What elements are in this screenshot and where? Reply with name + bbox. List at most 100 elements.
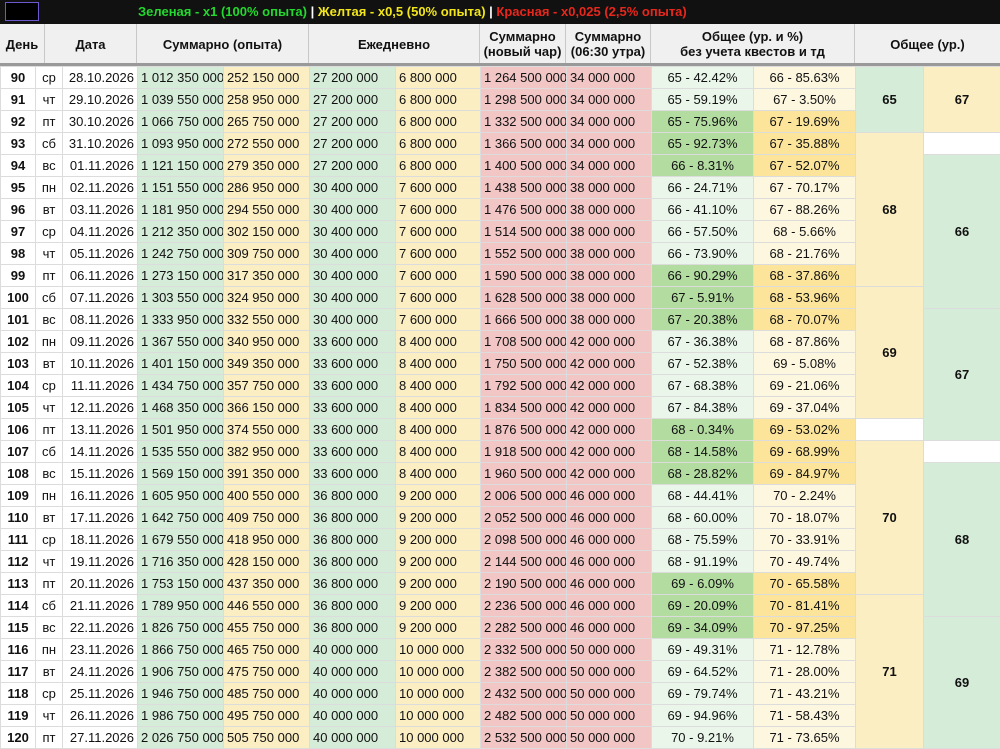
level-total-cell[interactable]: 70 [856, 441, 924, 595]
level-pct-green-cell[interactable]: 66 - 73.90% [652, 243, 754, 265]
level-week-cell[interactable]: 68 [924, 463, 1000, 617]
day-cell[interactable]: 96 [1, 199, 36, 221]
level-pct-green-cell[interactable]: 66 - 24.71% [652, 177, 754, 199]
weekday-cell[interactable]: чт [36, 705, 63, 727]
weekday-cell[interactable]: чт [36, 89, 63, 111]
level-pct-green-cell[interactable]: 68 - 44.41% [652, 485, 754, 507]
header-total-level[interactable]: Общее (ур.) [855, 24, 1000, 64]
sum-new-char-cell[interactable]: 1 666 500 000 [481, 309, 567, 331]
daily-green-cell[interactable]: 33 600 000 [310, 397, 396, 419]
daily-yellow-cell[interactable]: 6 800 000 [396, 111, 481, 133]
sum-0630-cell[interactable]: 50 000 000 [567, 727, 652, 749]
sum-exp-yellow-cell[interactable]: 400 550 000 [224, 485, 310, 507]
sum-exp-green-cell[interactable]: 1 121 150 000 [138, 155, 224, 177]
sum-exp-yellow-cell[interactable]: 286 950 000 [224, 177, 310, 199]
level-pct-green-cell[interactable]: 67 - 84.38% [652, 397, 754, 419]
date-cell[interactable]: 23.11.2026 [63, 639, 138, 661]
sum-new-char-cell[interactable]: 1 628 500 000 [481, 287, 567, 309]
daily-yellow-cell[interactable]: 7 600 000 [396, 309, 481, 331]
level-pct-green-cell[interactable]: 67 - 68.38% [652, 375, 754, 397]
daily-yellow-cell[interactable]: 9 200 000 [396, 507, 481, 529]
sum-exp-yellow-cell[interactable]: 446 550 000 [224, 595, 310, 617]
level-pct-green-cell[interactable]: 65 - 59.19% [652, 89, 754, 111]
daily-green-cell[interactable]: 27 200 000 [310, 133, 396, 155]
sum-exp-green-cell[interactable]: 1 273 150 000 [138, 265, 224, 287]
sum-new-char-cell[interactable]: 2 052 500 000 [481, 507, 567, 529]
sum-new-char-cell[interactable]: 2 098 500 000 [481, 529, 567, 551]
day-cell[interactable]: 91 [1, 89, 36, 111]
day-cell[interactable]: 114 [1, 595, 36, 617]
level-pct-yellow-cell[interactable]: 68 - 87.86% [754, 331, 856, 353]
level-pct-yellow-cell[interactable]: 70 - 81.41% [754, 595, 856, 617]
level-pct-yellow-cell[interactable]: 69 - 53.02% [754, 419, 856, 441]
day-cell[interactable]: 116 [1, 639, 36, 661]
daily-green-cell[interactable]: 40 000 000 [310, 705, 396, 727]
sum-new-char-cell[interactable]: 1 918 500 000 [481, 441, 567, 463]
weekday-cell[interactable]: ср [36, 683, 63, 705]
level-total-cell[interactable]: 68 [856, 133, 924, 287]
weekday-cell[interactable]: пт [36, 111, 63, 133]
sum-exp-yellow-cell[interactable]: 409 750 000 [224, 507, 310, 529]
sum-0630-cell[interactable]: 38 000 000 [567, 243, 652, 265]
weekday-cell[interactable]: пн [36, 331, 63, 353]
sum-exp-yellow-cell[interactable]: 465 750 000 [224, 639, 310, 661]
weekday-cell[interactable]: чт [36, 243, 63, 265]
header-total-pct[interactable]: Общее (ур. и %) без учета квестов и тд [651, 24, 855, 64]
level-pct-green-cell[interactable]: 66 - 8.31% [652, 155, 754, 177]
level-pct-green-cell[interactable]: 65 - 92.73% [652, 133, 754, 155]
date-cell[interactable]: 21.11.2026 [63, 595, 138, 617]
weekday-cell[interactable]: пт [36, 419, 63, 441]
sum-exp-yellow-cell[interactable]: 505 750 000 [224, 727, 310, 749]
sum-new-char-cell[interactable]: 2 144 500 000 [481, 551, 567, 573]
weekday-cell[interactable]: пн [36, 639, 63, 661]
sum-exp-green-cell[interactable]: 1 826 750 000 [138, 617, 224, 639]
weekday-cell[interactable]: сб [36, 441, 63, 463]
daily-yellow-cell[interactable]: 8 400 000 [396, 353, 481, 375]
sum-exp-yellow-cell[interactable]: 418 950 000 [224, 529, 310, 551]
sum-0630-cell[interactable]: 42 000 000 [567, 463, 652, 485]
daily-yellow-cell[interactable]: 6 800 000 [396, 89, 481, 111]
daily-yellow-cell[interactable]: 7 600 000 [396, 177, 481, 199]
sum-exp-green-cell[interactable]: 1 946 750 000 [138, 683, 224, 705]
sum-0630-cell[interactable]: 42 000 000 [567, 375, 652, 397]
sum-new-char-cell[interactable]: 1 960 500 000 [481, 463, 567, 485]
sum-exp-yellow-cell[interactable]: 309 750 000 [224, 243, 310, 265]
daily-green-cell[interactable]: 27 200 000 [310, 89, 396, 111]
date-cell[interactable]: 09.11.2026 [63, 331, 138, 353]
sum-new-char-cell[interactable]: 1 708 500 000 [481, 331, 567, 353]
level-pct-green-cell[interactable]: 67 - 5.91% [652, 287, 754, 309]
day-cell[interactable]: 113 [1, 573, 36, 595]
daily-green-cell[interactable]: 36 800 000 [310, 617, 396, 639]
level-pct-green-cell[interactable]: 66 - 90.29% [652, 265, 754, 287]
level-week-cell[interactable]: 66 [924, 155, 1000, 309]
sum-exp-yellow-cell[interactable]: 332 550 000 [224, 309, 310, 331]
level-pct-yellow-cell[interactable]: 69 - 37.04% [754, 397, 856, 419]
daily-yellow-cell[interactable]: 7 600 000 [396, 199, 481, 221]
day-cell[interactable]: 104 [1, 375, 36, 397]
daily-green-cell[interactable]: 30 400 000 [310, 177, 396, 199]
sum-exp-green-cell[interactable]: 1 501 950 000 [138, 419, 224, 441]
sum-new-char-cell[interactable]: 2 532 500 000 [481, 727, 567, 749]
daily-green-cell[interactable]: 33 600 000 [310, 353, 396, 375]
date-cell[interactable]: 19.11.2026 [63, 551, 138, 573]
sum-new-char-cell[interactable]: 2 006 500 000 [481, 485, 567, 507]
sum-new-char-cell[interactable]: 2 332 500 000 [481, 639, 567, 661]
level-pct-green-cell[interactable]: 69 - 6.09% [652, 573, 754, 595]
daily-yellow-cell[interactable]: 10 000 000 [396, 705, 481, 727]
daily-green-cell[interactable]: 30 400 000 [310, 287, 396, 309]
level-pct-yellow-cell[interactable]: 68 - 21.76% [754, 243, 856, 265]
weekday-cell[interactable]: вс [36, 155, 63, 177]
sum-exp-yellow-cell[interactable]: 455 750 000 [224, 617, 310, 639]
sum-new-char-cell[interactable]: 2 432 500 000 [481, 683, 567, 705]
sum-0630-cell[interactable]: 38 000 000 [567, 309, 652, 331]
sum-0630-cell[interactable]: 34 000 000 [567, 155, 652, 177]
day-cell[interactable]: 102 [1, 331, 36, 353]
daily-yellow-cell[interactable]: 7 600 000 [396, 287, 481, 309]
weekday-cell[interactable]: ср [36, 375, 63, 397]
sum-exp-green-cell[interactable]: 1 716 350 000 [138, 551, 224, 573]
weekday-cell[interactable]: вт [36, 199, 63, 221]
date-cell[interactable]: 02.11.2026 [63, 177, 138, 199]
level-pct-yellow-cell[interactable]: 67 - 88.26% [754, 199, 856, 221]
day-cell[interactable]: 117 [1, 661, 36, 683]
daily-yellow-cell[interactable]: 10 000 000 [396, 661, 481, 683]
